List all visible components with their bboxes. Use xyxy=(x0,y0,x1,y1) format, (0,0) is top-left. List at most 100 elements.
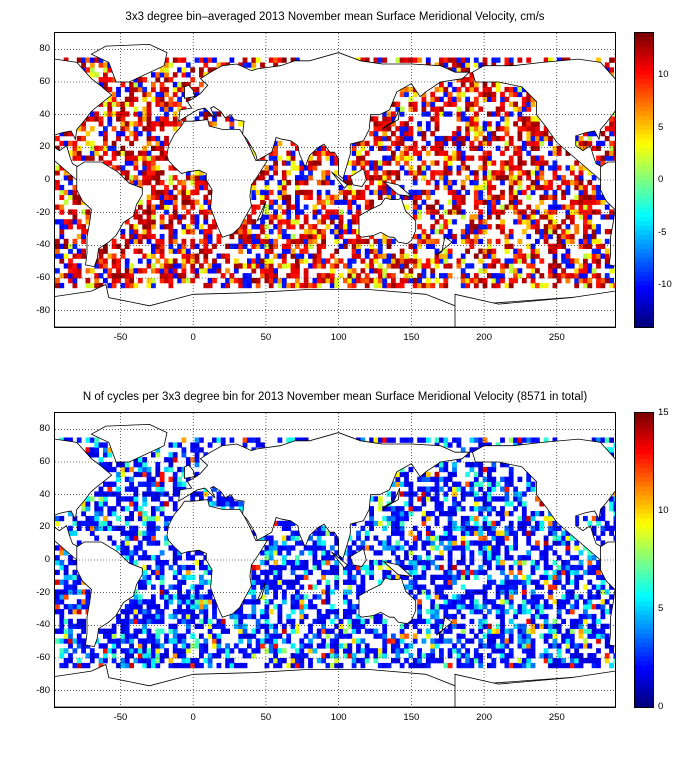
heatmap-cell xyxy=(513,101,518,107)
heatmap-cell xyxy=(412,584,418,590)
heatmap-cell xyxy=(487,135,492,142)
heatmap-cell xyxy=(63,170,69,176)
heatmap-cell xyxy=(316,219,322,225)
heatmap-cell xyxy=(478,545,484,551)
heatmap-cell xyxy=(404,194,409,200)
colorbar-segment xyxy=(635,235,653,241)
heatmap-cell xyxy=(412,545,418,551)
heatmap-cell xyxy=(312,238,318,245)
heatmap-cell xyxy=(408,662,414,669)
heatmap-cell xyxy=(277,545,283,551)
heatmap-cell xyxy=(600,199,606,205)
heatmap-cell xyxy=(120,623,126,629)
heatmap-cell xyxy=(81,599,86,605)
heatmap-cell xyxy=(177,466,182,473)
heatmap-cell xyxy=(508,86,514,93)
heatmap-cell xyxy=(321,560,326,566)
heatmap-cell xyxy=(521,628,527,634)
heatmap-cell xyxy=(133,214,139,220)
heatmap-cell xyxy=(177,564,182,571)
heatmap-cell xyxy=(142,106,148,112)
heatmap-cell xyxy=(251,574,257,580)
heatmap-cell xyxy=(500,462,505,468)
heatmap-cell xyxy=(207,658,213,664)
heatmap-cell xyxy=(526,273,532,279)
heatmap-cell xyxy=(543,599,549,605)
heatmap-cell xyxy=(491,278,497,284)
heatmap-cell xyxy=(399,165,405,171)
heatmap-cell xyxy=(469,658,475,664)
land-outline xyxy=(381,107,401,130)
heatmap-cell xyxy=(281,599,287,605)
heatmap-cell xyxy=(120,638,126,644)
heatmap-cell xyxy=(168,466,174,473)
heatmap-cell xyxy=(548,564,553,571)
heatmap-cell xyxy=(539,501,545,507)
heatmap-cell xyxy=(421,496,427,502)
heatmap-cell xyxy=(194,91,200,98)
heatmap-cell xyxy=(356,623,361,629)
heatmap-cell xyxy=(552,628,558,634)
heatmap-cell xyxy=(76,126,82,132)
colorbar-segment xyxy=(635,157,653,163)
heatmap-cell xyxy=(513,165,518,171)
heatmap-cell xyxy=(447,579,453,585)
heatmap-cell xyxy=(583,263,588,269)
heatmap-cell xyxy=(347,219,353,225)
heatmap-cell xyxy=(369,506,374,512)
heatmap-cell xyxy=(399,560,405,566)
heatmap-cell xyxy=(199,224,204,230)
heatmap-cell xyxy=(120,165,126,171)
heatmap-cell xyxy=(504,501,510,507)
heatmap-cell xyxy=(530,662,536,669)
heatmap-cell xyxy=(151,165,156,171)
heatmap-cell xyxy=(63,579,69,585)
heatmap-cell xyxy=(220,648,226,654)
heatmap-cell xyxy=(395,170,401,176)
heatmap-cell xyxy=(281,540,287,546)
heatmap-cell xyxy=(487,599,492,605)
heatmap-cell xyxy=(569,273,575,279)
heatmap-cell xyxy=(207,278,213,284)
heatmap-cell xyxy=(552,224,558,230)
heatmap-cell xyxy=(609,121,614,127)
heatmap-cell xyxy=(268,238,274,245)
heatmap-cell xyxy=(482,589,488,595)
heatmap-cell xyxy=(469,550,475,556)
heatmap-cell xyxy=(373,520,379,527)
heatmap-cell xyxy=(238,604,244,610)
heatmap-cell xyxy=(565,643,571,649)
heatmap-cell xyxy=(452,189,457,196)
heatmap-cell xyxy=(68,268,73,274)
heatmap-cell xyxy=(133,525,139,531)
colorbar-segment xyxy=(635,184,653,190)
heatmap-cell xyxy=(360,648,366,654)
heatmap-cell xyxy=(408,437,414,443)
heatmap-cell xyxy=(264,535,270,541)
heatmap-cell xyxy=(369,515,374,522)
heatmap-cell xyxy=(142,224,148,230)
heatmap-cell xyxy=(539,520,545,527)
heatmap-cell xyxy=(373,253,379,259)
heatmap-cell xyxy=(203,282,209,289)
heatmap-cell xyxy=(98,253,104,259)
heatmap-cell xyxy=(124,476,130,482)
heatmap-cell xyxy=(521,599,527,605)
heatmap-cell xyxy=(482,155,488,161)
heatmap-cell xyxy=(456,437,462,443)
heatmap-cell xyxy=(111,243,117,249)
heatmap-cell xyxy=(504,594,510,600)
heatmap-cell xyxy=(137,462,143,468)
heatmap-cell xyxy=(417,194,422,200)
heatmap-cell xyxy=(72,569,78,576)
heatmap-cell xyxy=(373,170,379,176)
heatmap-cell xyxy=(587,209,593,215)
heatmap-cell xyxy=(251,569,257,576)
heatmap-cell xyxy=(482,599,488,605)
heatmap-cell xyxy=(443,248,449,254)
heatmap-cell xyxy=(63,628,69,634)
heatmap-cell xyxy=(316,658,322,664)
heatmap-cell xyxy=(347,160,353,166)
heatmap-cell xyxy=(495,126,501,132)
heatmap-cell xyxy=(364,263,370,269)
